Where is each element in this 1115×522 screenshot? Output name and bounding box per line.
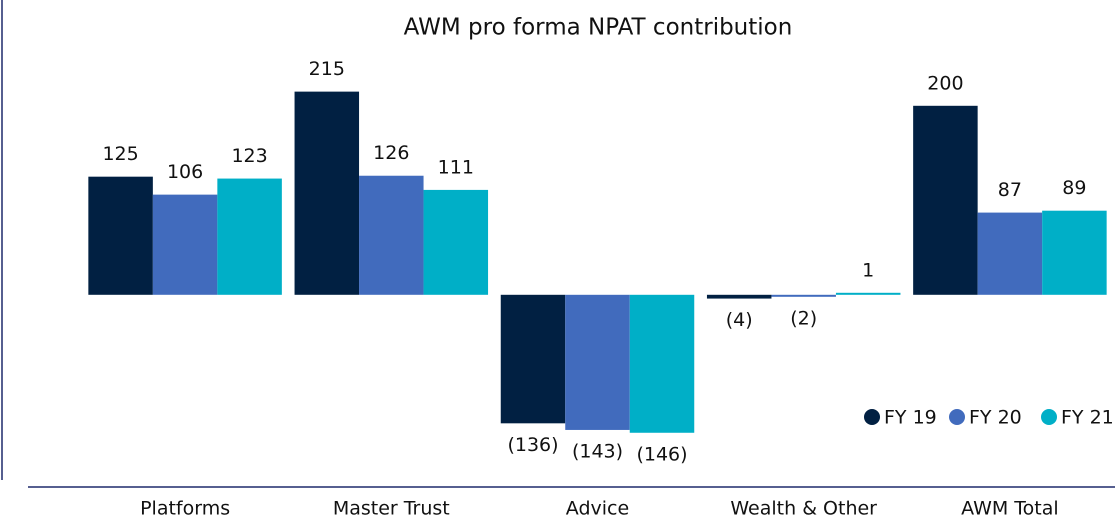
bar [771, 294, 836, 297]
bar [359, 175, 424, 295]
data-label: (146) [636, 443, 687, 465]
chart-title: AWM pro forma NPAT contribution [404, 15, 793, 41]
data-label: 87 [998, 179, 1022, 201]
bar [565, 294, 630, 430]
data-label: 200 [927, 72, 963, 94]
data-label: 123 [231, 145, 267, 167]
bar [423, 189, 489, 295]
bar [152, 194, 218, 295]
bar [217, 178, 282, 295]
bar [977, 212, 1043, 295]
data-label: (4) [726, 309, 753, 331]
x-tick-label: Wealth & Other [730, 498, 877, 520]
legend-marker [864, 409, 880, 425]
bar [835, 292, 901, 295]
x-tick-label: AWM Total [961, 498, 1059, 520]
data-label: 215 [309, 58, 345, 80]
x-tick-label: Master Trust [333, 498, 450, 520]
data-label: (2) [790, 307, 817, 329]
bar [500, 294, 566, 424]
data-label: 89 [1062, 177, 1086, 199]
x-tick-label: Platforms [140, 498, 230, 520]
bar [88, 176, 153, 295]
data-label: 106 [167, 161, 203, 183]
bar [706, 294, 772, 299]
data-label: 126 [373, 142, 409, 164]
data-label: (143) [572, 440, 623, 462]
legend-label: FY 19 [884, 407, 937, 429]
bar [294, 91, 360, 295]
legend-marker [1041, 409, 1057, 425]
data-label: 111 [438, 156, 474, 178]
data-label: (136) [507, 434, 558, 456]
legend-label: FY 20 [969, 407, 1022, 429]
bar [913, 105, 978, 295]
data-label: 125 [102, 143, 138, 165]
x-tick-label: Advice [566, 498, 629, 520]
legend-label: FY 21 [1061, 407, 1114, 429]
data-label: 1 [862, 259, 874, 281]
legend-marker [949, 409, 965, 425]
bar [629, 294, 695, 433]
bar [1042, 210, 1107, 295]
